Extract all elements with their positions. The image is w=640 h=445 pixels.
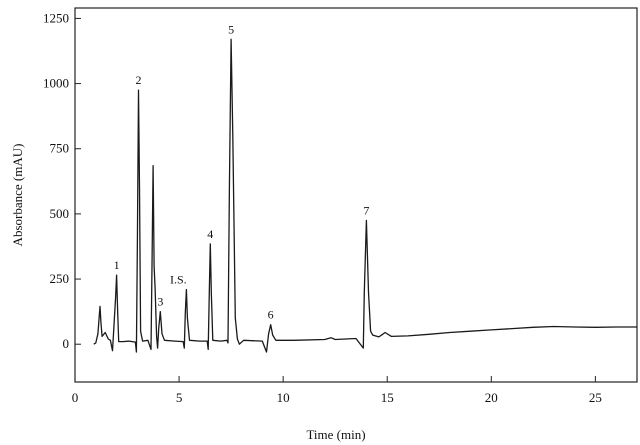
x-axis: 0 5 10 15 20 25 <box>72 376 602 405</box>
x-tick-label: 25 <box>589 390 602 405</box>
x-tick-label: 10 <box>277 390 290 405</box>
x-tick-label: 5 <box>176 390 183 405</box>
x-tick-label: 0 <box>72 390 79 405</box>
peak-label: 1 <box>114 258 120 272</box>
peak-label: 6 <box>268 308 274 322</box>
x-axis-label: Time (min) <box>306 427 365 442</box>
y-axis-label: Absorbance (mAU) <box>10 144 25 247</box>
chromatogram-trace <box>93 38 637 353</box>
plot-frame <box>74 7 638 383</box>
series-layer <box>93 38 637 353</box>
peak-labels: 1 2 3 I.S. 4 5 6 7 <box>114 22 370 321</box>
y-tick-label: 250 <box>50 271 70 286</box>
peak-label: 7 <box>363 203 369 217</box>
y-tick-label: 1000 <box>43 76 69 91</box>
peak-label: 5 <box>228 22 234 36</box>
y-tick-label: 0 <box>63 336 70 351</box>
peak-label: 2 <box>135 73 141 87</box>
x-tick-label: 15 <box>381 390 394 405</box>
y-tick-label: 1250 <box>43 10 69 25</box>
x-tick-label: 20 <box>485 390 498 405</box>
y-tick-label: 750 <box>50 141 70 156</box>
peak-label: I.S. <box>170 272 187 286</box>
y-tick-label: 500 <box>50 206 70 221</box>
y-axis: 0 250 500 750 1000 1250 <box>43 10 81 351</box>
peak-label: 4 <box>207 227 213 241</box>
peak-label: 3 <box>157 295 163 309</box>
